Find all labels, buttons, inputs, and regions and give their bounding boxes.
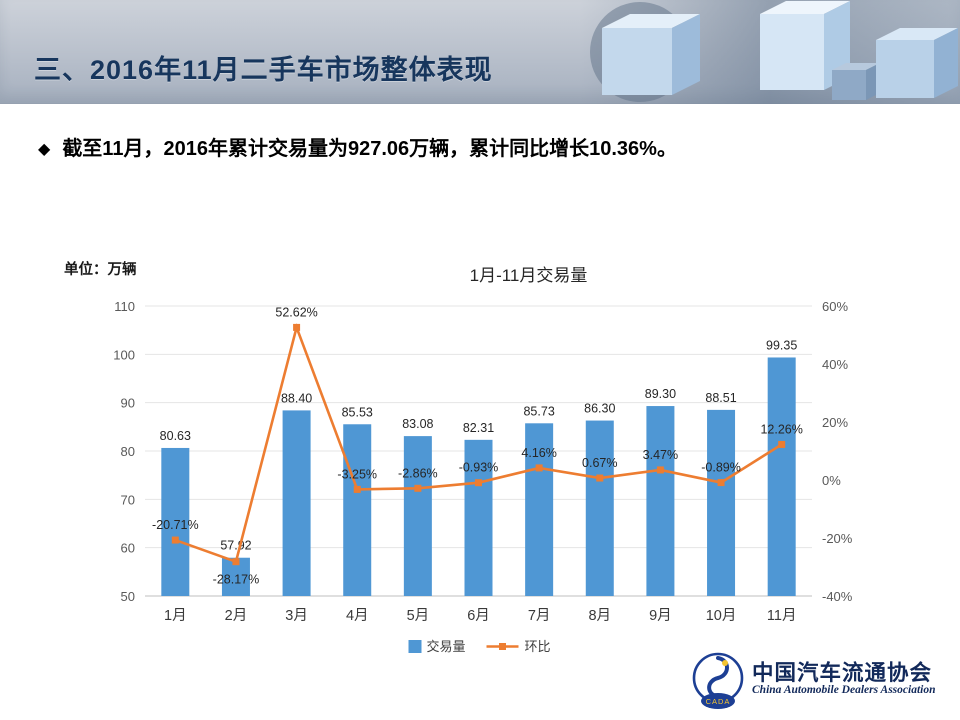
svg-text:57.92: 57.92: [220, 539, 251, 553]
line-marker: [232, 558, 240, 566]
svg-text:-28.17%: -28.17%: [213, 573, 260, 587]
bar: [767, 357, 796, 596]
legend-line-label: 环比: [525, 639, 551, 654]
svg-text:85.73: 85.73: [523, 404, 554, 418]
line-marker: [656, 466, 664, 474]
organization-name-cn: 中国汽车流通协会: [752, 661, 933, 685]
line-marker: [535, 464, 543, 472]
line-marker: [171, 536, 179, 544]
svg-text:82.31: 82.31: [463, 421, 494, 435]
line-marker: [353, 485, 361, 493]
svg-text:70: 70: [121, 492, 135, 507]
organization-name-en: China Automobile Dealers Association: [752, 684, 936, 696]
svg-text:-3.25%: -3.25%: [337, 467, 377, 481]
svg-text:60%: 60%: [822, 299, 848, 314]
page-title: 三、2016年11月二手车市场整体表现: [34, 55, 493, 85]
bar: [707, 409, 736, 596]
header-banner: 三、2016年11月二手车市场整体表现: [0, 0, 960, 104]
svg-text:80.63: 80.63: [160, 429, 191, 443]
svg-text:88.40: 88.40: [281, 391, 312, 405]
svg-text:7月: 7月: [528, 608, 551, 624]
line-marker: [778, 440, 786, 448]
line-marker: [414, 484, 422, 492]
chart-unit-label: 单位：万辆: [64, 262, 137, 278]
legend-bar-swatch: [408, 640, 422, 653]
svg-text:0.67%: 0.67%: [582, 456, 617, 470]
svg-text:-20.71%: -20.71%: [152, 518, 199, 532]
bar-value-labels: 80.63 57.92 88.40 85.53 83.08 82.31 85.73 86.30…: [160, 338, 798, 552]
line-series: -20.71% -28.17% 52.62% -3.25% -2.86% -0.93% 4.…: [152, 305, 803, 586]
svg-text:3.47%: 3.47%: [643, 448, 678, 462]
header-cubes-decoration: [580, 0, 960, 104]
footer-logo-block: CADA 中国汽车流通协会 China Automobile Dealers A…: [686, 650, 956, 716]
bar: [282, 410, 311, 596]
svg-text:4月: 4月: [346, 608, 369, 624]
svg-text:60: 60: [121, 541, 135, 556]
svg-text:99.35: 99.35: [766, 338, 797, 352]
svg-text:86.30: 86.30: [584, 402, 615, 416]
cube-decoration: [832, 63, 880, 100]
bar: [343, 424, 372, 596]
svg-text:6月: 6月: [467, 608, 490, 624]
svg-text:10月: 10月: [706, 608, 737, 624]
svg-text:40%: 40%: [822, 357, 848, 372]
chart-legend: 交易量 环比: [408, 639, 551, 654]
svg-text:110: 110: [114, 299, 135, 314]
x-axis-labels: 1月 2月 3月 4月 5月 6月 7月 8月 9月 10月 11月: [164, 608, 796, 624]
chart-area: 50 60 70 80 90 100 110 -40% -20% 0% 20% 40% 60% 1月 2月 3…: [50, 283, 880, 663]
cube-decoration: [876, 28, 958, 98]
line-marker: [596, 474, 604, 482]
chart-title: 1月-11月交易量: [469, 266, 588, 285]
svg-text:85.53: 85.53: [342, 405, 373, 419]
axis-tick-labels: 50 60 70 80 90 100 110 -40% -20% 0% 20% 40% 60%: [113, 299, 852, 604]
svg-text:8月: 8月: [588, 608, 611, 624]
svg-text:9月: 9月: [649, 608, 672, 624]
svg-text:100: 100: [113, 347, 135, 362]
cada-logo-icon: CADA: [692, 652, 744, 709]
svg-text:20%: 20%: [822, 415, 848, 430]
bar: [525, 423, 554, 596]
svg-text:90: 90: [121, 396, 135, 411]
line-marker: [475, 479, 482, 487]
svg-text:12.26%: 12.26%: [760, 422, 802, 436]
svg-text:11月: 11月: [767, 608, 797, 624]
svg-text:-2.86%: -2.86%: [398, 466, 438, 480]
legend-bar-label: 交易量: [427, 639, 466, 654]
summary-line: ◆ 截至11月，2016年累计交易量为927.06万辆，累计同比增长10.36%。: [38, 136, 918, 164]
svg-text:50: 50: [121, 589, 135, 604]
bar: [464, 439, 493, 596]
svg-text:4.16%: 4.16%: [521, 446, 556, 460]
svg-text:-0.93%: -0.93%: [459, 461, 499, 475]
svg-text:89.30: 89.30: [645, 387, 676, 401]
line-marker: [293, 323, 301, 331]
svg-text:-20%: -20%: [822, 531, 853, 546]
svg-text:1月: 1月: [164, 608, 187, 624]
logo-text: CADA: [706, 697, 731, 706]
cube-decoration: [602, 14, 700, 95]
svg-text:-0.89%: -0.89%: [701, 461, 741, 475]
svg-text:5月: 5月: [407, 608, 430, 624]
bar-series: [161, 357, 796, 596]
svg-text:3月: 3月: [285, 608, 308, 624]
combo-chart: 50 60 70 80 90 100 110 -40% -20% 0% 20% 40% 60% 1月 2月 3…: [113, 299, 852, 654]
svg-text:-40%: -40%: [822, 589, 853, 604]
svg-text:52.62%: 52.62%: [275, 305, 317, 319]
bar: [646, 406, 675, 596]
diamond-bullet-icon: ◆: [38, 141, 51, 158]
bar: [403, 436, 432, 596]
line-marker: [717, 479, 725, 487]
summary-text: 截至11月，2016年累计交易量为927.06万辆，累计同比增长10.36%。: [62, 138, 677, 160]
svg-text:88.51: 88.51: [705, 391, 736, 405]
svg-text:80: 80: [121, 444, 135, 459]
svg-text:2月: 2月: [225, 608, 248, 624]
svg-text:0%: 0%: [822, 473, 841, 488]
bar: [585, 420, 614, 596]
bar: [161, 447, 190, 596]
svg-text:83.08: 83.08: [402, 417, 433, 431]
